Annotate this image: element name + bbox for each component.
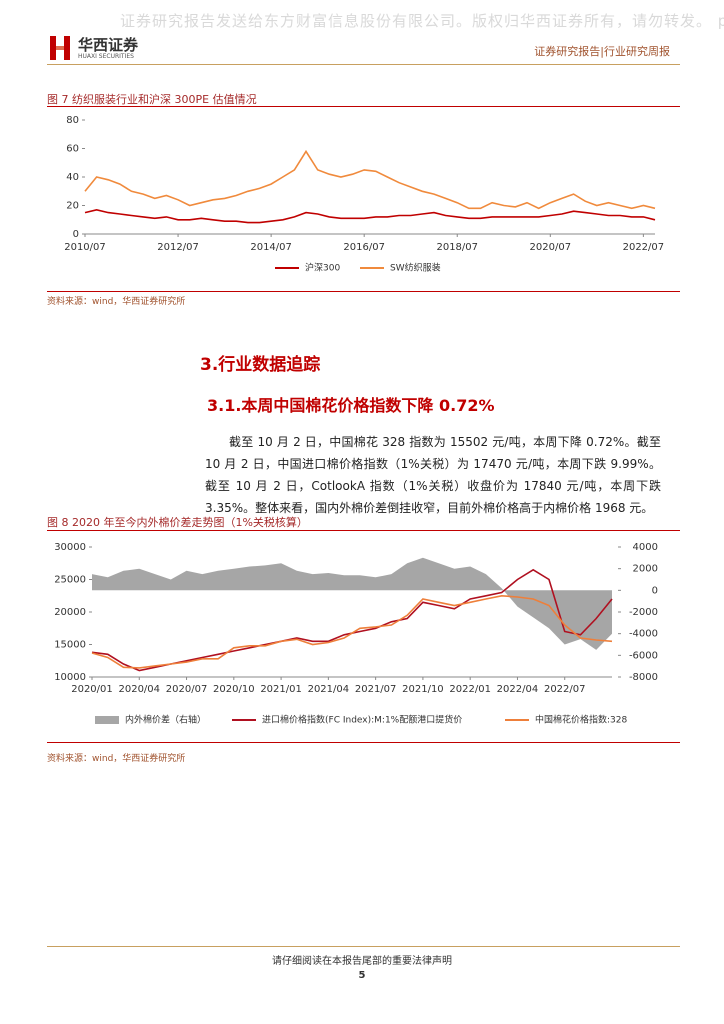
- x-tick-label: 2020/01: [71, 684, 113, 695]
- y-tick-label: 15000: [54, 640, 86, 651]
- x-tick-label: 2020/07: [166, 684, 208, 695]
- legend-label: 进口棉价格指数(FC Index):M:1%配额港口提货价: [262, 714, 462, 726]
- y2-tick-label: 4000: [633, 542, 658, 553]
- y-tick-label: 80: [66, 115, 79, 126]
- figure-rule: [47, 742, 680, 743]
- line: [84, 208, 656, 224]
- x-tick-label: 2022/07: [623, 242, 665, 253]
- x-tick-label: 2021/01: [260, 684, 302, 695]
- x-tick-label: 2014/07: [250, 242, 292, 253]
- x-tick-label: 2022/04: [497, 684, 539, 695]
- logo-cn: 华西证券: [78, 36, 139, 54]
- y2-tick-label: -2000: [629, 607, 658, 618]
- x-tick-label: 2022/01: [449, 684, 491, 695]
- x-tick-label: 2020/04: [118, 684, 160, 695]
- y-tick-label: 20: [66, 201, 79, 212]
- y2-tick-label: -6000: [629, 650, 658, 661]
- legend-swatch: [95, 716, 119, 724]
- y-tick-label: 25000: [54, 575, 86, 586]
- watermark: 证券研究报告发送给东方财富信息股份有限公司。版权归华西证券所有，请勿转发。 pl: [120, 12, 724, 30]
- legend-label: SW纺织服装: [390, 262, 441, 274]
- y2-tick-label: 0: [652, 585, 658, 596]
- y-tick-label: 0: [73, 229, 79, 240]
- x-tick-label: 2021/07: [355, 684, 397, 695]
- header-right: 证券研究报告|行业研究周报: [534, 45, 670, 58]
- x-tick-label: 2012/07: [157, 242, 199, 253]
- paragraph: 截至 10 月 2 日，中国棉花 328 指数为 15502 元/吨，本周下降 …: [205, 435, 661, 515]
- legend-label: 沪深300: [305, 262, 340, 274]
- x-tick-label: 2020/07: [530, 242, 572, 253]
- page-number: 5: [358, 970, 366, 981]
- figure-rule: [47, 106, 680, 107]
- figure-rule: [47, 291, 680, 292]
- y2-tick-label: -4000: [629, 629, 658, 640]
- legend-label: 中国棉花价格指数:328: [535, 714, 627, 726]
- figure-source: 资料来源：wind，华西证券研究所: [47, 297, 186, 307]
- y-tick-label: 10000: [54, 672, 86, 683]
- x-tick-label: 2018/07: [436, 242, 478, 253]
- logo-icon: [50, 36, 70, 60]
- x-tick-label: 2022/07: [544, 684, 586, 695]
- y2-tick-label: 2000: [633, 564, 658, 575]
- figure-title: 图 7 纺织服装行业和沪深 300PE 估值情况: [47, 93, 257, 106]
- x-tick-label: 2021/10: [402, 684, 444, 695]
- figure-rule: [47, 530, 680, 531]
- line: [91, 594, 613, 669]
- area: [92, 557, 612, 650]
- legend-label: 内外棉价差（右轴）: [125, 714, 206, 726]
- logo-en: HUAXI SECURITIES: [78, 53, 134, 60]
- footer-notice: 请仔细阅读在本报告尾部的重要法律声明: [272, 956, 452, 967]
- y-tick-label: 20000: [54, 607, 86, 618]
- x-tick-label: 2010/07: [64, 242, 106, 253]
- y-tick-label: 30000: [54, 542, 86, 553]
- y2-tick-label: -8000: [629, 672, 658, 683]
- section-heading: 3.行业数据追踪: [200, 355, 321, 375]
- x-tick-label: 2021/04: [308, 684, 350, 695]
- chart: 沪深300 SW纺织服装 0 20 40 60 80 2010/07 2012/07 2014/0…: [64, 115, 665, 274]
- line: [84, 149, 656, 210]
- y-tick-label: 40: [66, 172, 79, 183]
- x-tick-label: 2020/10: [213, 684, 255, 695]
- figure-title: 图 8 2020 年至今内外棉价差走势图（1%关税核算）: [47, 516, 308, 529]
- x-tick-label: 2016/07: [343, 242, 385, 253]
- chart: 内外棉价差（右轴） 进口棉价格指数(FC Index):M:1%配额港口提货价 中国…: [54, 542, 658, 726]
- y-tick-label: 60: [66, 144, 79, 155]
- footer-rule: [47, 946, 680, 947]
- section-subheading: 3.1.本周中国棉花价格指数下降 0.72%: [207, 396, 495, 415]
- figure-source: 资料来源：wind，华西证券研究所: [47, 754, 186, 764]
- header-rule: [47, 64, 680, 65]
